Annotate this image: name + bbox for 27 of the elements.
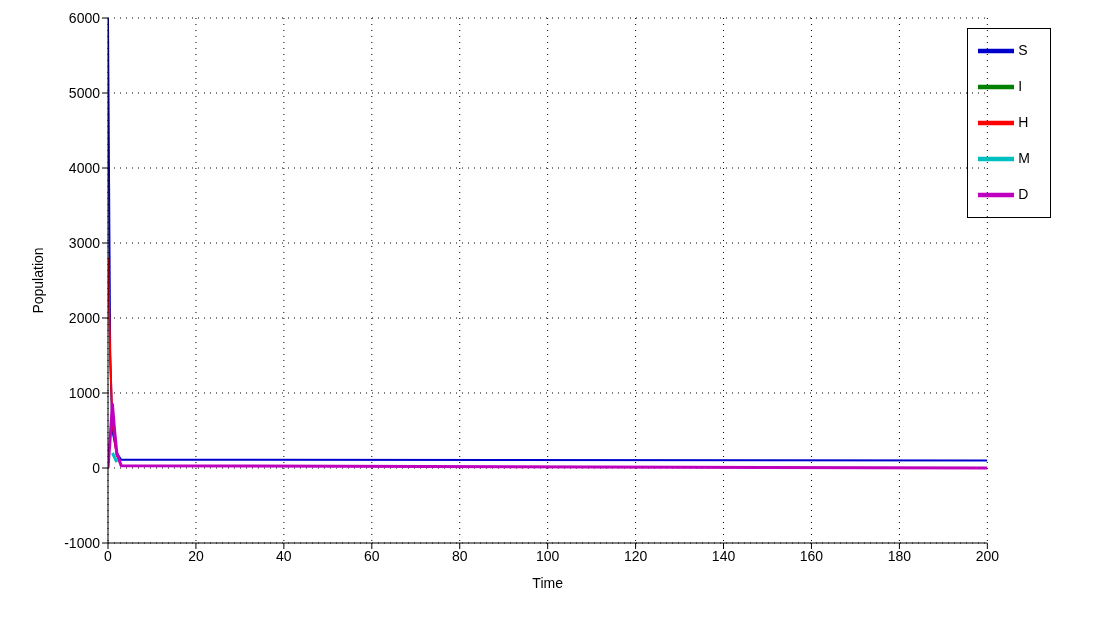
y-tick-label: -1000 <box>64 534 101 551</box>
x-tick-label: 180 <box>887 547 912 564</box>
legend-label: I <box>1018 77 1023 94</box>
x-tick-label: 100 <box>535 547 560 564</box>
y-axis-title: Population <box>29 247 46 314</box>
x-tick-label: 20 <box>188 547 204 564</box>
y-tick-label: 0 <box>92 459 101 476</box>
x-tick-label: 140 <box>711 547 736 564</box>
legend-label: S <box>1018 41 1028 58</box>
x-tick-label: 200 <box>975 547 1000 564</box>
x-tick-label: 60 <box>364 547 380 564</box>
y-tick-label: 1000 <box>68 384 101 401</box>
x-axis-title: Time <box>532 575 564 591</box>
y-tick-label: 6000 <box>68 9 101 26</box>
x-tick-label: 40 <box>276 547 292 564</box>
x-tick-label: 160 <box>799 547 824 564</box>
x-tick-label: 80 <box>451 547 468 564</box>
line-series <box>108 402 988 470</box>
y-tick-label: 4000 <box>68 159 101 176</box>
legend-label: H <box>1018 113 1029 130</box>
legend-label: M <box>1018 149 1030 166</box>
legend-label: D <box>1018 185 1029 202</box>
x-tick-label: 120 <box>623 547 648 564</box>
y-tick-label: 2000 <box>68 309 101 326</box>
y-tick-label: 3000 <box>68 234 101 251</box>
y-tick-label: 5000 <box>68 84 101 101</box>
x-tick-label: 0 <box>104 547 113 564</box>
